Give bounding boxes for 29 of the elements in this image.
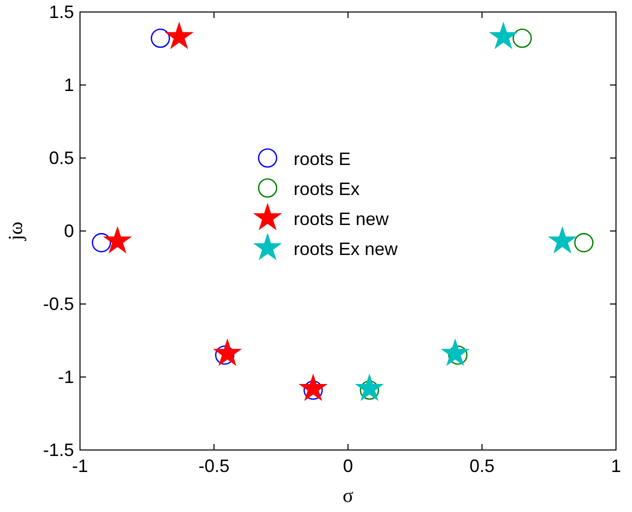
x-tick-label: 1 <box>610 456 622 476</box>
point <box>574 233 594 252</box>
legend-label: roots Ex new <box>294 239 399 259</box>
point <box>92 233 112 252</box>
point <box>512 28 532 48</box>
legend-label: roots Ex <box>294 179 360 199</box>
y-tick-label: 0.5 <box>48 148 74 168</box>
y-tick-label: 1 <box>64 75 74 95</box>
point <box>212 338 242 366</box>
point <box>488 22 518 50</box>
point <box>150 28 170 48</box>
point <box>103 226 132 254</box>
y-tick-label: 0 <box>64 221 74 241</box>
point <box>298 373 328 401</box>
x-tick-label: 0.5 <box>469 456 495 476</box>
point <box>164 22 194 50</box>
y-tick-label: -0.5 <box>42 294 74 314</box>
point <box>354 373 384 401</box>
y-axis-title: jω <box>5 222 27 242</box>
y-tick-label: -1 <box>58 367 74 387</box>
point <box>440 338 470 366</box>
y-tick-label: 1.5 <box>48 2 74 22</box>
x-tick-label: 0 <box>342 456 354 476</box>
legend-label: roots E <box>294 149 351 169</box>
legend-label: roots E new <box>294 209 390 229</box>
y-tick-label: -1.5 <box>42 440 74 460</box>
x-tick-label: -0.5 <box>198 456 230 476</box>
x-axis-title: σ <box>342 485 354 507</box>
point <box>548 226 577 254</box>
